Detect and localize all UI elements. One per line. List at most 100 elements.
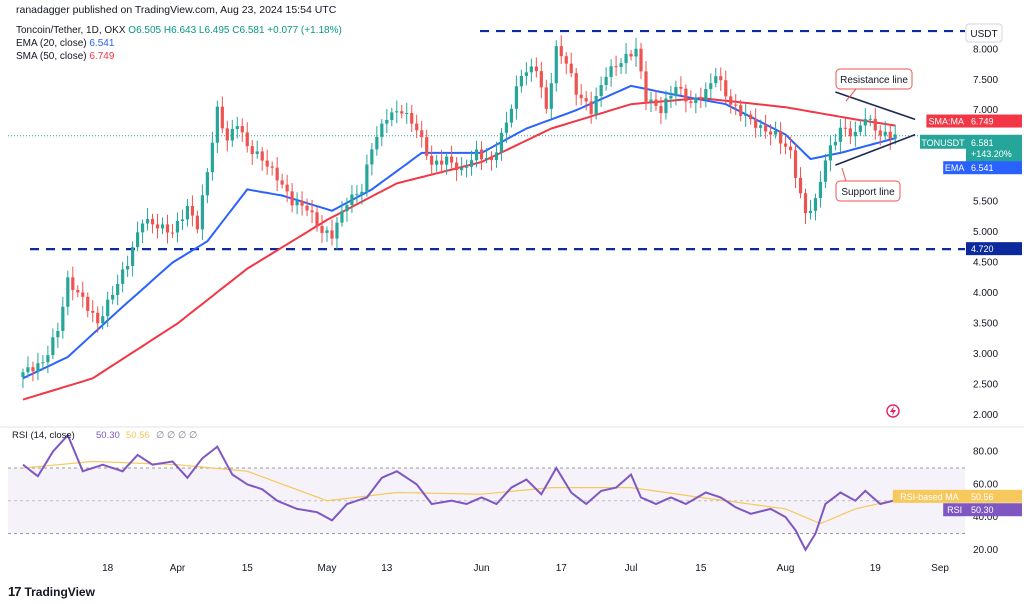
candle-body bbox=[788, 146, 793, 151]
candle-body bbox=[504, 122, 509, 133]
candle-body bbox=[51, 337, 55, 356]
candle-body bbox=[111, 294, 115, 300]
candle-body bbox=[634, 48, 638, 57]
candle-body bbox=[270, 166, 274, 168]
candle-body bbox=[41, 362, 45, 364]
candle-body bbox=[240, 126, 244, 133]
candle-body bbox=[729, 96, 733, 105]
candle-body bbox=[340, 211, 344, 223]
symbol-line: Toncoin/Tether, 1D, OKX O6.505 H6.643 L6… bbox=[16, 25, 342, 36]
symbol-name[interactable]: Toncoin/Tether, 1D, OKX bbox=[16, 25, 126, 36]
candle-body bbox=[355, 194, 359, 196]
candle-body bbox=[96, 312, 100, 324]
tonusdt-price: 6.581 bbox=[971, 138, 994, 148]
time-tick-label: 18 bbox=[102, 563, 114, 574]
candle-body bbox=[684, 88, 688, 102]
candle-body bbox=[739, 105, 743, 116]
rsi-label-value-box bbox=[966, 503, 1022, 517]
rsi-header-value: 50.56 bbox=[126, 430, 150, 441]
rsi-tick-label: 40.00 bbox=[973, 512, 998, 523]
candle-body bbox=[669, 95, 673, 99]
candle-body bbox=[689, 101, 693, 103]
resistance-callout-text: Resistance line bbox=[840, 75, 908, 86]
candle-body bbox=[315, 212, 319, 227]
candle-body bbox=[46, 355, 50, 363]
candle-body bbox=[609, 66, 613, 77]
candle-body bbox=[599, 85, 603, 96]
resistance-callout-box bbox=[835, 68, 913, 90]
time-tick-label: Jul bbox=[625, 563, 638, 574]
candle-body bbox=[833, 141, 838, 146]
candle-body bbox=[853, 131, 857, 137]
price-tick-label: 4.000 bbox=[973, 288, 998, 299]
ema-legend[interactable]: EMA (20, close) 6.541 bbox=[16, 38, 114, 49]
tonusdt-tag bbox=[920, 134, 966, 149]
candle-body bbox=[524, 72, 528, 76]
candle-body bbox=[36, 363, 40, 372]
candle-body bbox=[883, 131, 887, 136]
candle-body bbox=[220, 106, 224, 129]
ema-legend-value: 6.541 bbox=[89, 38, 115, 49]
candle-body bbox=[494, 152, 499, 161]
candle-body bbox=[160, 224, 165, 229]
price-tick-label: 5.000 bbox=[973, 227, 998, 238]
candle-body bbox=[165, 224, 170, 233]
candle-body bbox=[694, 98, 698, 103]
time-tick-label: 13 bbox=[381, 563, 393, 574]
rsi-header-value: ∅ bbox=[156, 430, 164, 441]
candle-body bbox=[335, 222, 339, 239]
candle-body bbox=[459, 167, 464, 171]
support-callout-text: Support line bbox=[841, 187, 895, 198]
rsi-line bbox=[22, 433, 896, 552]
candle-body bbox=[594, 95, 598, 114]
candle-body bbox=[624, 53, 628, 64]
candle-body bbox=[31, 367, 35, 372]
time-tick-label: Aug bbox=[777, 563, 795, 574]
time-tick-label: May bbox=[318, 563, 337, 574]
candle-body bbox=[579, 94, 583, 99]
candle-body bbox=[380, 123, 384, 137]
candle-body bbox=[843, 127, 847, 129]
candle-body bbox=[440, 160, 444, 165]
candle-body bbox=[878, 130, 882, 136]
candle-body bbox=[106, 299, 110, 317]
candle-body bbox=[116, 283, 120, 295]
candle-body bbox=[803, 193, 808, 214]
candle-body bbox=[529, 66, 533, 73]
candle-body bbox=[619, 63, 623, 67]
candle-body bbox=[415, 123, 419, 131]
candle-body bbox=[813, 198, 818, 211]
candle-body bbox=[848, 128, 852, 137]
candle-body bbox=[564, 56, 568, 64]
candle-body bbox=[888, 131, 892, 139]
candle-body bbox=[778, 131, 783, 144]
candle-body bbox=[549, 83, 553, 109]
candle-body bbox=[754, 119, 758, 128]
candle-body bbox=[544, 87, 548, 109]
rsi-ma-label-tag bbox=[892, 489, 966, 503]
candle-body bbox=[280, 180, 284, 185]
price-tick-label: 4.500 bbox=[973, 258, 998, 269]
candle-body bbox=[654, 99, 658, 106]
candle-body bbox=[559, 46, 563, 57]
candle-body bbox=[255, 151, 259, 154]
tradingview-footer[interactable]: 17 TradingView bbox=[8, 584, 95, 599]
candle-body bbox=[61, 306, 65, 331]
candle-body bbox=[719, 76, 723, 81]
support-callout-box bbox=[835, 180, 901, 202]
sma-legend[interactable]: SMA (50, close) 6.749 bbox=[16, 51, 114, 62]
candle-body bbox=[868, 118, 872, 120]
candle-body bbox=[534, 66, 538, 72]
rsi-ma-label-value-text: 50.56 bbox=[971, 492, 994, 502]
candle-body bbox=[265, 160, 269, 167]
candle-body bbox=[474, 149, 479, 161]
candle-body bbox=[230, 128, 234, 141]
candle-body bbox=[295, 200, 299, 206]
price-tick-label: 2.000 bbox=[973, 410, 998, 421]
candle-body bbox=[838, 127, 842, 142]
candle-body bbox=[81, 292, 85, 297]
candle-body bbox=[769, 131, 773, 135]
price-tick-label: 3.500 bbox=[973, 318, 998, 329]
rsi-label-tag bbox=[943, 503, 966, 517]
